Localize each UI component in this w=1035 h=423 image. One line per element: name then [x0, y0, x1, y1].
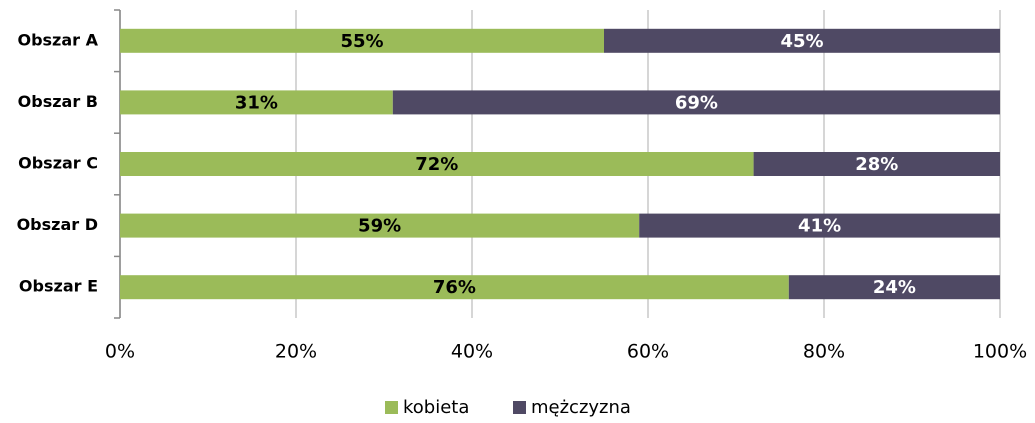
value-label: 69% [675, 92, 718, 113]
legend-label: mężczyzna [531, 397, 631, 418]
legend-swatch [385, 401, 398, 414]
value-label: 55% [340, 31, 383, 52]
bar-segment [120, 213, 640, 238]
bar-segment [788, 275, 1000, 300]
y-tick-label: Obszar C [18, 154, 98, 173]
legend-swatch [513, 401, 526, 414]
x-tick-label: 100% [973, 341, 1027, 363]
x-tick-label: 80% [803, 341, 845, 363]
y-tick-label: Obszar E [19, 277, 98, 296]
value-label: 45% [780, 31, 823, 52]
x-tick-label: 60% [627, 341, 669, 363]
bar-segment [392, 90, 1000, 115]
bar-segment [753, 152, 1000, 176]
x-tick-label: 20% [275, 341, 317, 363]
bar-segment [120, 152, 754, 176]
value-label: 28% [855, 154, 898, 175]
bar-segment [604, 28, 1000, 53]
bar-segment [120, 28, 604, 53]
legend-label: kobieta [403, 397, 469, 418]
value-label: 72% [415, 154, 458, 175]
x-tick-label: 0% [105, 341, 135, 363]
bar-segment [120, 90, 393, 115]
x-tick-label: 40% [451, 341, 493, 363]
value-label: 24% [873, 277, 916, 298]
y-tick-label: Obszar B [18, 92, 98, 111]
bar-segment [120, 275, 789, 300]
value-label: 59% [358, 216, 401, 237]
value-label: 41% [798, 216, 841, 237]
bar-segment [639, 213, 1000, 238]
value-label: 76% [433, 277, 476, 298]
y-tick-label: Obszar A [17, 30, 98, 49]
y-tick-label: Obszar D [17, 215, 98, 234]
value-label: 31% [235, 92, 278, 113]
